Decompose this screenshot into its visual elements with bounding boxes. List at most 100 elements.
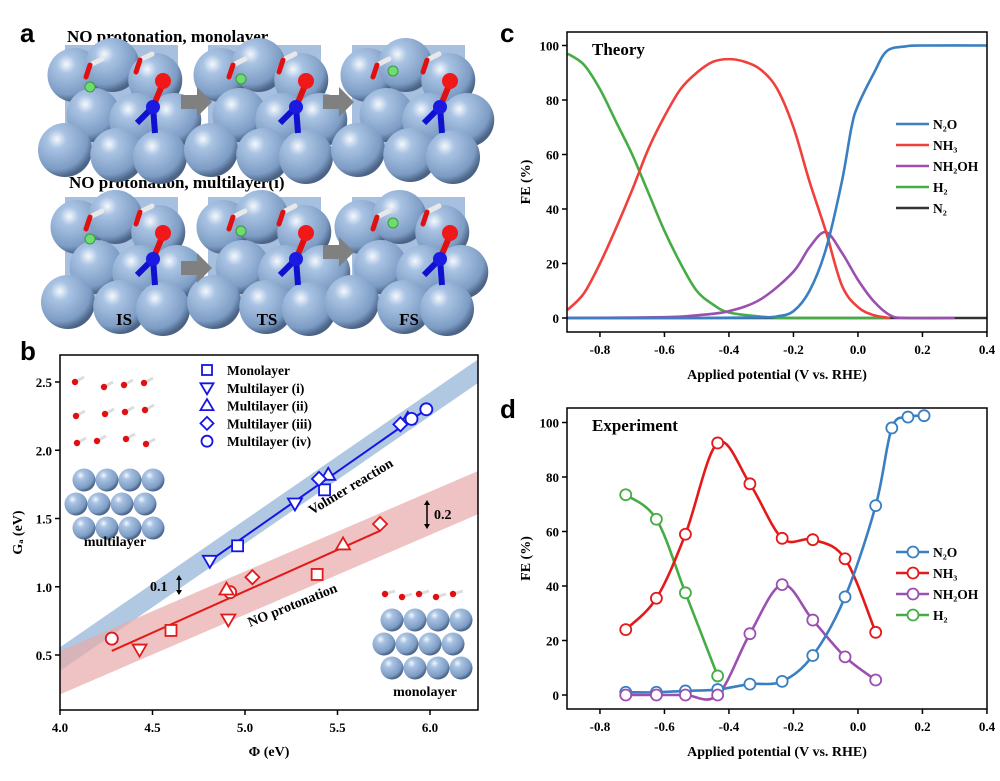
metal-atom <box>64 492 88 516</box>
series-line-2 <box>567 230 955 320</box>
y-tick-label: 20 <box>546 634 559 649</box>
marker-circle <box>679 586 692 600</box>
marker-circle <box>906 608 920 622</box>
metal-atom <box>325 275 379 329</box>
arrow-head <box>176 590 182 595</box>
metal-atom <box>418 632 442 656</box>
marker-circle <box>806 649 820 662</box>
hydrogen-atom <box>84 81 96 93</box>
metal-atom <box>38 123 92 177</box>
legend-label: N₂O <box>933 545 957 560</box>
y-axis-label: FE (%) <box>519 159 534 204</box>
water-oxygen <box>93 437 101 445</box>
marker-circle <box>679 527 692 541</box>
y-tick-label: 80 <box>546 470 559 485</box>
metal-atom <box>395 632 419 656</box>
metal-atom <box>403 656 427 680</box>
marker-circle <box>619 623 633 636</box>
structure-images <box>38 38 495 336</box>
arrow-head <box>424 500 430 505</box>
marker-square <box>310 568 324 581</box>
water-bond <box>83 214 93 232</box>
marker-circle <box>679 688 692 702</box>
y-tick-label: 0 <box>553 311 560 326</box>
water-oxygen <box>449 590 457 598</box>
legend-label: NH₂OH <box>933 159 979 174</box>
water-oxygen <box>415 590 423 598</box>
y-tick-label: 2.0 <box>36 443 52 458</box>
metal-atom <box>141 468 165 492</box>
state-label-is: IS <box>116 310 132 329</box>
marker-diamond <box>371 515 389 533</box>
marker-square <box>201 364 213 376</box>
series-line-1 <box>624 440 877 633</box>
marker-square <box>318 483 331 497</box>
marker-square <box>231 539 245 553</box>
metal-atom <box>85 38 140 92</box>
water-bond <box>276 209 286 227</box>
inset-label: multilayer <box>84 535 146 550</box>
inset-label: monolayer <box>393 685 457 700</box>
oxygen-atom <box>442 225 458 241</box>
nitrogen-atom <box>433 100 447 114</box>
inset-multilayer <box>64 375 165 540</box>
water-oxygen <box>101 410 109 418</box>
marker-circle <box>649 591 663 605</box>
marker-circle <box>619 688 633 702</box>
marker-circle <box>711 436 725 450</box>
trend-band <box>60 359 478 671</box>
x-tick-label: 4.0 <box>52 720 68 735</box>
marker-circle <box>906 566 920 580</box>
marker-circle <box>838 552 852 566</box>
legend-label: H₂ <box>933 608 948 623</box>
legend-label: NH₃ <box>933 566 957 581</box>
nitrogen-atom <box>289 252 303 266</box>
marker-circle <box>806 533 820 547</box>
metal-atom <box>449 656 473 680</box>
metal-atom <box>187 275 241 329</box>
arrow-icon <box>181 253 212 283</box>
oxygen-atom <box>298 73 314 89</box>
marker-circle <box>775 674 789 688</box>
structure-image <box>325 190 489 336</box>
water-oxygen <box>122 435 130 443</box>
metal-atom <box>383 128 438 182</box>
x-axis-label: Φ (eV) <box>249 745 290 760</box>
marker-triangle-up <box>198 397 216 412</box>
oxygen-atom <box>442 73 458 89</box>
marker-triangle-down <box>198 382 216 397</box>
water-bond <box>133 209 143 227</box>
marker-triangle-up <box>217 580 236 596</box>
x-tick-label: -0.8 <box>590 342 611 357</box>
panel-letter-b: b <box>20 336 36 366</box>
panel-letter-d: d <box>500 394 516 424</box>
metal-atom <box>95 516 119 540</box>
marker-circle <box>743 677 757 691</box>
water-bond <box>83 62 93 80</box>
metal-atom <box>118 468 142 492</box>
marker-diamond <box>199 415 215 432</box>
marker-circle <box>869 499 883 513</box>
metal-atom <box>426 656 450 680</box>
marker-circle <box>775 578 789 592</box>
oxygen-atom <box>155 225 171 241</box>
water-oxygen <box>73 439 81 447</box>
x-tick-label: -0.6 <box>654 719 675 734</box>
x-tick-label: 0.0 <box>850 342 866 357</box>
state-label-fs: FS <box>399 310 419 329</box>
water-bond <box>276 57 286 75</box>
marker-circle <box>711 669 725 683</box>
x-tick-label: 4.5 <box>144 720 161 735</box>
band-width-label: 0.2 <box>434 508 452 523</box>
panel-c: c Theory -0.8 -0.6 -0.4 -0.2 0.0 0.2 0.4 0 20 40 60… <box>500 18 996 383</box>
water-oxygen <box>432 593 440 601</box>
oxygen-atom <box>298 225 314 241</box>
metal-atom <box>72 516 96 540</box>
plot-frame <box>566 31 988 333</box>
marker-circle <box>901 410 915 424</box>
marker-circle <box>775 531 789 545</box>
x-tick-label: -0.4 <box>719 342 740 357</box>
